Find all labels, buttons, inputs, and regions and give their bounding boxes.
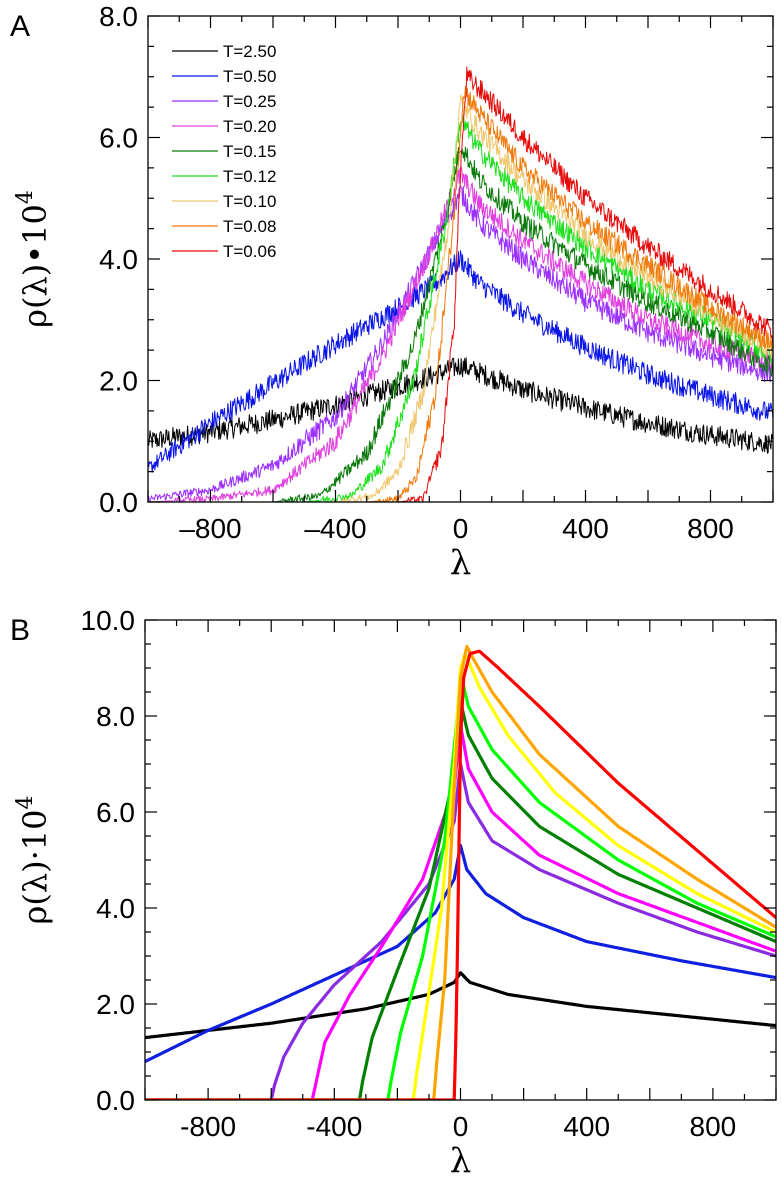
panel-a-series-t-0-08 bbox=[148, 85, 773, 502]
panel-a-x-tick-label: 800 bbox=[687, 513, 734, 544]
panel-a-series-t-2-50 bbox=[148, 357, 773, 454]
panel-a-y-tick-label: 4.0 bbox=[99, 244, 138, 275]
panel-b-x-tick-label: 800 bbox=[690, 1111, 737, 1142]
panel-b-y-axis-title: ρ(λ)·104 bbox=[13, 796, 54, 925]
panel-a-x-tick-label: –400 bbox=[304, 513, 366, 544]
panel-b-label: B bbox=[10, 614, 30, 647]
legend-label-t-0-20: T=0.20 bbox=[223, 117, 276, 136]
panel-a-label: A bbox=[10, 10, 30, 43]
panel-b-y-tick-label: 10.0 bbox=[81, 605, 136, 636]
legend-label-t-2-50: T=2.50 bbox=[223, 42, 276, 61]
panel-b: B -800 -400 0 400 800 0.0 2.0 4.0 6.0 8.0 10.0 λ ρ… bbox=[10, 605, 777, 1181]
svg-text:ρ(λ)•104: ρ(λ)•104 bbox=[13, 190, 54, 328]
legend-label-t-0-06: T=0.06 bbox=[223, 242, 276, 261]
panel-b-series-orange bbox=[145, 644, 776, 1100]
panel-a-y-tick-label: 0.0 bbox=[99, 487, 138, 518]
panel-b-x-tick-label: 400 bbox=[563, 1111, 610, 1142]
panel-a-x-axis-title: λ bbox=[450, 543, 472, 583]
legend-label-t-0-15: T=0.15 bbox=[223, 142, 276, 161]
panel-a-axes: –800 –400 0 400 800 0.0 2.0 4.0 6.0 8.0 bbox=[99, 1, 774, 544]
panel-a-series-group bbox=[148, 66, 773, 502]
panel-a-series-t-0-12 bbox=[148, 115, 773, 502]
panel-b-x-tick-label: 0 bbox=[453, 1111, 469, 1142]
panel-a-y-tick-label: 2.0 bbox=[99, 366, 138, 397]
svg-text:ρ(λ)·104: ρ(λ)·104 bbox=[13, 796, 54, 925]
panel-a-series-t-0-06 bbox=[148, 66, 773, 502]
panel-a-legend: T=2.50 T=0.50 T=0.25 T=0.20 T=0.15 T=0.12 T=0.… bbox=[172, 42, 276, 261]
legend-label-t-0-50: T=0.50 bbox=[223, 67, 276, 86]
panel-b-series-yellow bbox=[145, 652, 776, 1100]
panel-b-x-tick-label: -400 bbox=[306, 1111, 362, 1142]
panel-a-y-axis-title-main: ρ(λ)•10 bbox=[16, 204, 54, 328]
panel-b-y-tick-label: 2.0 bbox=[96, 989, 135, 1020]
panel-a-series-t-0-10 bbox=[148, 94, 773, 502]
panel-a-y-tick-label: 6.0 bbox=[99, 123, 138, 154]
panel-a-y-tick-label: 8.0 bbox=[99, 1, 138, 32]
panel-b-series-black bbox=[145, 971, 776, 1040]
panel-b-y-tick-label: 8.0 bbox=[96, 701, 135, 732]
panel-b-series-red bbox=[145, 649, 776, 1100]
legend-label-t-0-08: T=0.08 bbox=[223, 217, 276, 236]
panel-b-y-tick-label: 0.0 bbox=[96, 1085, 135, 1116]
panel-a-series-t-0-50 bbox=[148, 250, 773, 473]
panel-a-x-tick-label: –800 bbox=[179, 513, 241, 544]
legend-label-t-0-25: T=0.25 bbox=[223, 92, 276, 111]
panel-b-y-tick-label: 6.0 bbox=[96, 797, 135, 828]
panel-b-y-axis-title-exponent: 4 bbox=[13, 796, 38, 810]
panel-b-axes: -800 -400 0 400 800 0.0 2.0 4.0 6.0 8.0 10.0 bbox=[81, 605, 777, 1142]
panel-b-series-group bbox=[145, 644, 776, 1100]
panel-b-x-tick-label: -800 bbox=[180, 1111, 236, 1142]
panel-a-x-tick-label: 400 bbox=[562, 513, 609, 544]
legend-label-t-0-10: T=0.10 bbox=[223, 192, 276, 211]
legend-label-t-0-12: T=0.12 bbox=[223, 167, 276, 186]
panel-b-series-blue bbox=[145, 844, 776, 1064]
panel-a-y-axis-title: ρ(λ)•104 bbox=[13, 190, 54, 328]
panel-a-series-t-0-15 bbox=[148, 146, 773, 502]
panel-b-x-axis-title: λ bbox=[450, 1141, 472, 1181]
panel-b-y-tick-label: 4.0 bbox=[96, 893, 135, 924]
panel-b-y-axis-title-main: ρ(λ)·10 bbox=[16, 810, 54, 925]
panel-a-x-tick-label: 0 bbox=[453, 513, 469, 544]
panel-a-y-axis-title-exponent: 4 bbox=[13, 190, 38, 204]
